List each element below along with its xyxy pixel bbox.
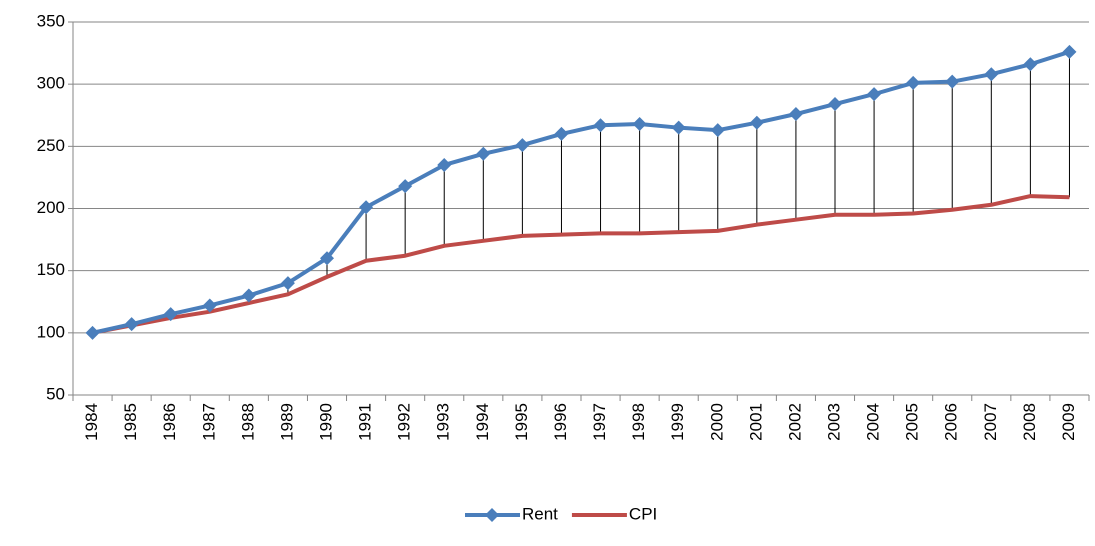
x-tick-label: 1989: [277, 403, 296, 441]
x-tick-label: 1984: [82, 403, 101, 441]
point-marker: [906, 75, 921, 90]
x-tick-label: 2005: [903, 403, 922, 441]
point-marker: [788, 107, 803, 122]
point-marker: [710, 123, 725, 138]
point-marker: [437, 157, 452, 172]
x-tick-label: 2002: [785, 403, 804, 441]
point-marker: [163, 307, 178, 322]
y-tick-label: 100: [37, 322, 65, 341]
point-marker: [85, 325, 100, 340]
point-marker: [320, 251, 334, 266]
x-tick-label: 2007: [981, 403, 1000, 441]
x-tick-label: 1988: [238, 403, 257, 441]
x-tick-label: 2001: [746, 403, 765, 441]
x-tick-label: 2004: [864, 403, 883, 441]
x-tick-label: 1997: [590, 403, 609, 441]
x-tick-label: 2009: [1059, 403, 1078, 441]
x-tick-label: 1995: [512, 403, 531, 441]
point-marker: [1023, 57, 1038, 72]
x-tick-label: 1991: [356, 403, 375, 441]
series-line: [92, 49, 1071, 335]
y-tick-label: 200: [37, 198, 65, 217]
point-marker: [945, 74, 960, 89]
x-tick-label: 2006: [942, 403, 961, 441]
x-tick-label: 1994: [473, 403, 492, 441]
point-marker: [554, 126, 569, 141]
point-marker: [984, 67, 999, 82]
x-tick-label: 2003: [824, 403, 843, 441]
point-marker: [828, 97, 842, 112]
legend-marker: [485, 508, 499, 522]
x-tick-label: 1990: [316, 403, 335, 441]
y-tick-label: 50: [46, 384, 65, 403]
point-marker: [280, 276, 295, 291]
x-tick-label: 1992: [395, 403, 414, 441]
point-marker: [124, 317, 139, 332]
point-marker: [359, 200, 374, 215]
series-line: [92, 194, 1070, 335]
y-tick-label: 350: [37, 11, 65, 30]
x-tick-label: 1998: [629, 403, 648, 441]
x-tick-label: 1996: [551, 403, 570, 441]
x-tick-label: 1993: [434, 403, 453, 441]
point-marker: [515, 138, 530, 153]
point-marker: [202, 298, 217, 313]
point-marker: [241, 288, 256, 303]
x-tick-label: 1999: [668, 403, 687, 441]
legend-label: Rent: [522, 504, 558, 523]
legend-label: CPI: [629, 504, 657, 523]
point-marker: [476, 146, 491, 161]
point-marker: [1062, 44, 1077, 59]
x-tick-label: 1985: [121, 403, 140, 441]
point-marker: [593, 118, 608, 133]
point-marker: [632, 116, 647, 131]
x-tick-label: 2008: [1020, 403, 1039, 441]
y-tick-label: 300: [37, 74, 65, 93]
point-marker: [867, 87, 882, 102]
y-tick-label: 250: [37, 136, 65, 155]
x-tick-label: 2000: [707, 403, 726, 441]
y-tick-label: 150: [37, 260, 65, 279]
point-marker: [398, 179, 413, 194]
point-marker: [671, 120, 686, 135]
point-marker: [749, 115, 764, 130]
x-tick-label: 1986: [160, 403, 179, 441]
x-tick-label: 1987: [199, 403, 218, 441]
